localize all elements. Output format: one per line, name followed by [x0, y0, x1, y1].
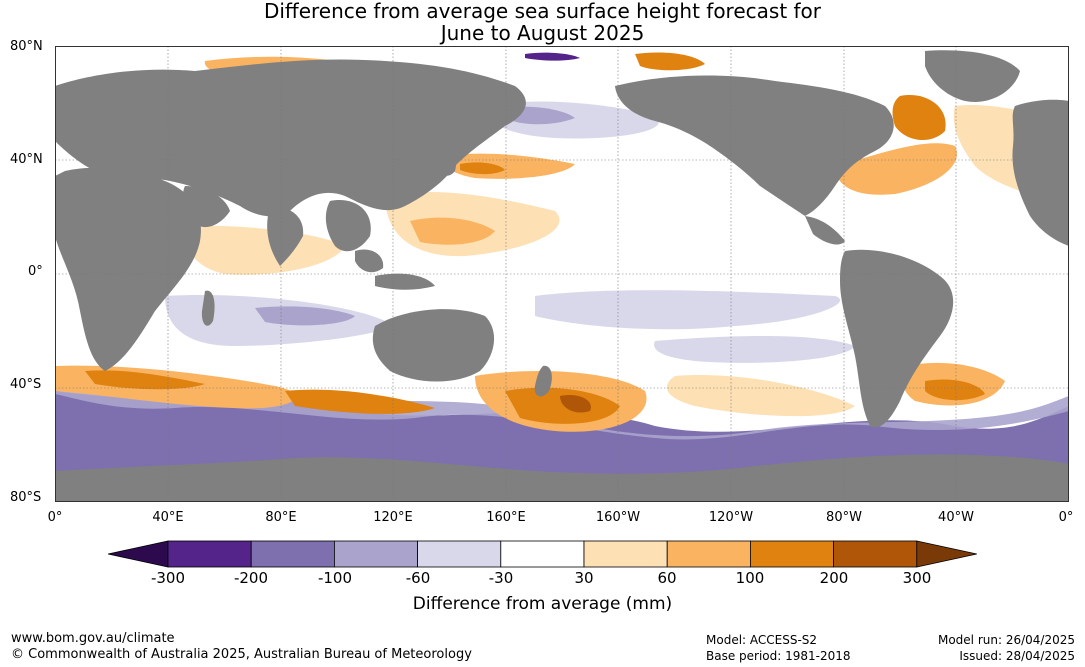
lon-label-160e: 160°E	[486, 510, 526, 525]
colorbar-segment	[250, 540, 335, 568]
colorbar-tick-100: 100	[735, 569, 765, 587]
anomaly-indian-ocean-mid	[255, 306, 355, 326]
land-borneo	[355, 249, 384, 273]
land-africa	[55, 167, 201, 371]
lon-label-160w: 160°W	[595, 510, 641, 525]
colorbar-tick-300: 300	[902, 569, 932, 587]
colorbar-extend-low	[108, 540, 169, 568]
colorbar-segment	[833, 540, 918, 568]
anomaly-south-pacific-low	[654, 336, 855, 363]
lon-label-0: 0°	[47, 510, 63, 525]
map-frame	[55, 46, 1069, 502]
land-masses	[55, 50, 1069, 502]
land-central-america	[805, 216, 845, 245]
land-antarctica	[55, 454, 1069, 502]
footer-website: www.bom.gov.au/climate	[11, 631, 175, 646]
anomaly-south-atlantic-strong	[925, 379, 985, 401]
land-eurasia	[55, 59, 526, 217]
lat-label-40n: 40°N	[10, 152, 43, 167]
colorbar	[108, 540, 977, 568]
land-madagascar	[201, 290, 215, 326]
footer-copyright: © Commonwealth of Australia 2025, Austra…	[11, 647, 472, 662]
colorbar-segment	[417, 540, 502, 568]
footer-model: Model: ACCESS-S2	[706, 633, 818, 647]
colorbar-label: Difference from average (mm)	[412, 594, 673, 614]
anomaly-west-pacific-strong	[410, 217, 495, 245]
footer-base-period: Base period: 1981-2018	[706, 649, 851, 663]
colorbar-segment	[583, 540, 668, 568]
colorbar-tick-200: 200	[819, 569, 849, 587]
footer-issued: Issued: 28/04/2025	[959, 649, 1075, 663]
anomaly-equatorial-pacific-low	[535, 290, 841, 330]
anomaly-south-pacific-high	[666, 375, 855, 417]
map-title-line-1: Difference from average sea surface heig…	[263, 0, 822, 23]
lat-label-80n: 80°N	[10, 39, 43, 54]
lon-label-40w: 40°W	[938, 510, 974, 525]
sea-surface-height-map	[55, 46, 1069, 502]
colorbar-segment	[333, 540, 418, 568]
anomaly-gulf-stream-high	[835, 143, 957, 195]
lat-label-80s: 80°S	[10, 490, 42, 505]
lon-label-120w: 120°W	[708, 510, 754, 525]
colorbar-tick-60: 60	[657, 569, 677, 587]
map-grid	[55, 46, 1069, 502]
anomaly-kuroshio-strong	[460, 162, 505, 175]
anomaly-tasman-very-strong	[560, 395, 591, 413]
colorbar-tick-m30: -30	[488, 569, 514, 587]
land-new-zealand	[534, 365, 552, 397]
footer-model-run: Model run: 26/04/2025	[937, 633, 1075, 647]
anomaly-south-indian-strong-2	[285, 389, 435, 414]
colorbar-tick-m200: -200	[233, 569, 269, 587]
lat-label-40s: 40°S	[10, 377, 42, 392]
colorbar-segment	[666, 540, 751, 568]
colorbar-tick-m300: -300	[150, 569, 186, 587]
anomaly-south-indian-strong	[85, 370, 205, 390]
anomaly-tasman-strong	[505, 387, 620, 424]
land-indonesia	[375, 273, 435, 290]
colorbar-tick-30: 30	[574, 569, 594, 587]
land-north-america	[615, 75, 894, 216]
anomaly-arctic-strong	[635, 52, 705, 71]
lon-label-0-east: 0°	[1058, 510, 1074, 525]
anomaly-gulf-stream-strong	[892, 95, 946, 141]
land-australia	[372, 309, 495, 382]
land-southeast-asia	[325, 200, 371, 252]
lon-label-40e: 40°E	[152, 510, 184, 525]
land-south-america	[840, 249, 954, 428]
lon-label-80w: 80°W	[826, 510, 862, 525]
lat-label-equator: 0°	[28, 264, 43, 279]
lon-label-80e: 80°E	[265, 510, 297, 525]
colorbar-segment	[167, 540, 252, 568]
anomaly-indian-ocean-high	[184, 225, 345, 275]
land-europe-east	[1012, 99, 1069, 246]
colorbar-tick-m60: -60	[405, 569, 431, 587]
colorbar-tick-m100: -100	[317, 569, 353, 587]
colorbar-segment	[750, 540, 835, 568]
colorbar-extend-high	[916, 540, 977, 568]
land-greenland	[925, 50, 1020, 102]
lon-label-120e: 120°E	[373, 510, 413, 525]
land-india	[267, 206, 304, 266]
anomaly-arctic-very-low	[525, 52, 580, 61]
land-arabia	[183, 186, 230, 228]
colorbar-segment	[500, 540, 585, 568]
map-title-line-2: June to August 2025	[440, 21, 645, 45]
